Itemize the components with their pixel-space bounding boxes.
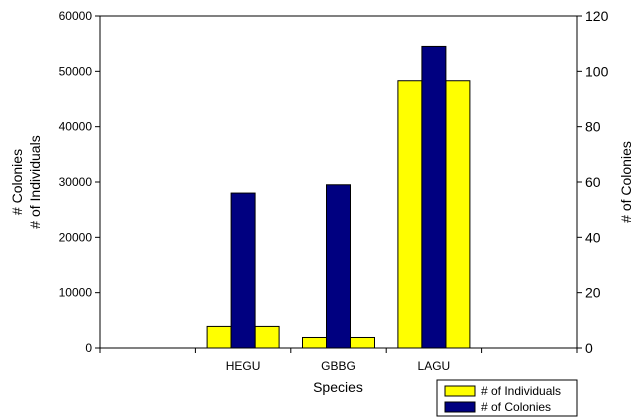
bar-individuals (302, 336, 327, 349)
legend-label-colonies: # of Colonies (481, 400, 551, 414)
left-tick-label: 10000 (59, 286, 93, 300)
legend-swatch-colonies (444, 401, 476, 413)
right-axis: 0 20 40 60 80 100 120 (577, 8, 609, 356)
right-tick-label: 60 (585, 174, 601, 190)
right-tick-label: 20 (585, 285, 601, 301)
x-tick-label: GBBG (321, 359, 356, 373)
bars-group (206, 45, 471, 349)
x-axis-title: Species (313, 379, 363, 395)
x-tick-label: LAGU (418, 359, 451, 373)
left-tick-label: 20000 (59, 230, 93, 244)
bar-colonies (230, 192, 256, 349)
left-axis-title-colonies: # Colonies (9, 149, 25, 215)
left-axis-title-individuals: # of Individuals (27, 135, 43, 228)
bar-colonies (421, 45, 447, 349)
left-tick-label: 60000 (59, 9, 93, 23)
legend-swatch-individuals (444, 385, 476, 397)
left-tick-label: 40000 (59, 120, 93, 134)
right-tick-label: 120 (585, 8, 609, 24)
bar-individuals (206, 325, 232, 349)
bar-individuals (445, 80, 471, 349)
bar-individuals (397, 80, 423, 349)
x-axis: HEGU GBBG LAGU (99, 348, 578, 373)
legend-label-individuals: # of Individuals (481, 384, 561, 398)
right-tick-label: 80 (585, 119, 601, 135)
left-tick-label: 0 (85, 341, 92, 355)
bar-colonies (326, 184, 351, 349)
legend: # of Individuals # of Colonies (436, 379, 578, 417)
right-tick-label: 100 (585, 63, 609, 79)
right-tick-label: 0 (585, 340, 593, 356)
left-tick-label: 50000 (59, 64, 93, 78)
left-axis: 0 10000 20000 30000 40000 50000 60000 (59, 9, 100, 355)
left-tick-label: 30000 (59, 175, 93, 189)
bar-individuals (350, 336, 375, 349)
right-axis-title: # of Colonies (618, 141, 634, 223)
x-tick-label: HEGU (226, 359, 261, 373)
right-tick-label: 40 (585, 229, 601, 245)
bar-individuals (254, 325, 280, 349)
